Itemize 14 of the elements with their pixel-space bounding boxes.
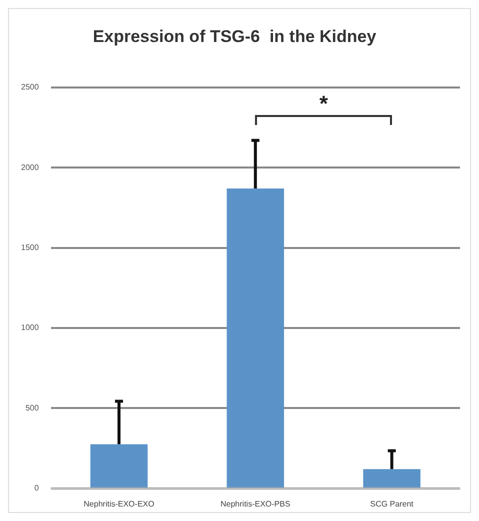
y-tick-label: 2000 [21, 162, 40, 172]
annotation: * [318, 91, 329, 118]
y-tick-label: 1500 [21, 243, 40, 252]
bar [90, 444, 148, 488]
bar [226, 188, 284, 488]
x-tick-label: Nephritis-EXO-PBS [220, 499, 290, 508]
chart-title: Expression of TSG-6 in the Kidney [92, 26, 377, 46]
y-tick-label: 0 [34, 484, 40, 493]
bar [363, 469, 420, 488]
x-tick-label: SCG Parent [370, 499, 414, 508]
y-tick-label: 2500 [21, 82, 40, 92]
y-tick-label: 1000 [21, 323, 40, 332]
x-tick-label: Nephritis-EXO-EXO [84, 499, 154, 508]
y-tick-label: 500 [25, 403, 40, 412]
